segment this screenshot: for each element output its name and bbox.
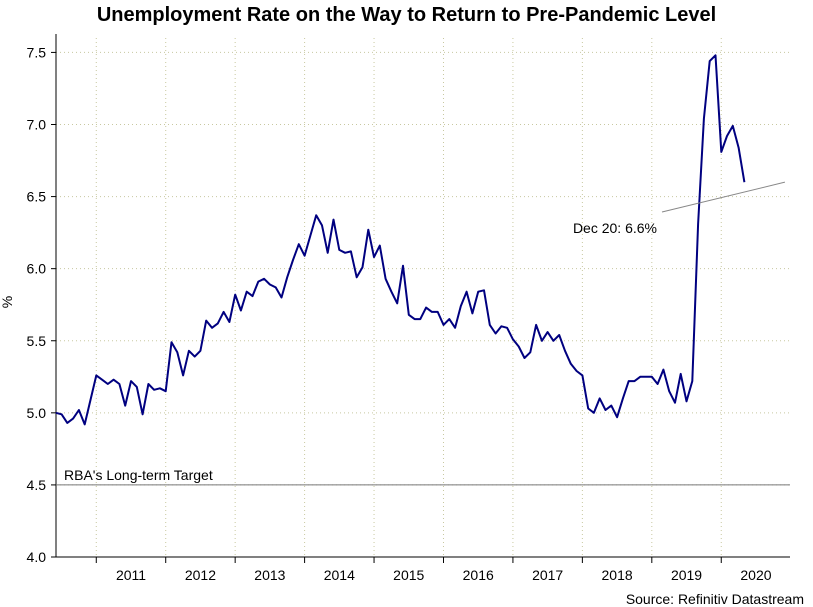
annotation-leader-line — [661, 181, 786, 213]
reference-line-label: RBA's Long-term Target — [64, 467, 213, 483]
y-axis-ticks: 4.0 4.5 5.0 5.5 6.0 6.5 7.0 7.5 — [27, 44, 56, 565]
y-tick-label: 6.5 — [27, 189, 47, 205]
y-axis-label: % — [0, 296, 15, 308]
y-tick-label: 5.0 — [27, 405, 47, 421]
y-tick-label: 4.5 — [27, 477, 47, 493]
x-tick-label: 2016 — [463, 567, 494, 583]
annotation-group: Dec 20: 6.6% — [573, 181, 786, 236]
x-tick-label: 2011 — [116, 567, 146, 583]
y-tick-label: 7.5 — [27, 44, 47, 60]
annotation-label: Dec 20: 6.6% — [573, 220, 657, 236]
x-tick-label: 2015 — [393, 567, 424, 583]
series-line — [55, 54, 746, 426]
x-tick-label: 2019 — [671, 567, 702, 583]
axes — [55, 34, 790, 558]
reference-line-group: RBA's Long-term Target — [56, 467, 790, 486]
x-tick-label: 2017 — [532, 567, 563, 583]
y-tick-label: 6.0 — [27, 261, 47, 277]
y-tick-label: 5.5 — [27, 333, 47, 349]
chart-title: Unemployment Rate on the Way to Return t… — [96, 4, 717, 26]
x-tick-label: 2020 — [740, 567, 771, 583]
x-tick-label: 2014 — [324, 567, 355, 583]
gridlines — [56, 38, 790, 557]
y-tick-label: 7.0 — [27, 117, 47, 133]
x-tick-label: 2018 — [602, 567, 633, 583]
series-group — [55, 54, 746, 426]
x-tick-label: 2012 — [185, 567, 216, 583]
source-note: Source: Refinitiv Datastream — [625, 591, 804, 607]
x-tick-label: 2013 — [254, 567, 285, 583]
y-tick-label: 4.0 — [27, 549, 47, 565]
x-axis-ticks: 2011 2012 2013 2014 2015 2016 2017 2018 2019 2020 — [95, 557, 772, 583]
